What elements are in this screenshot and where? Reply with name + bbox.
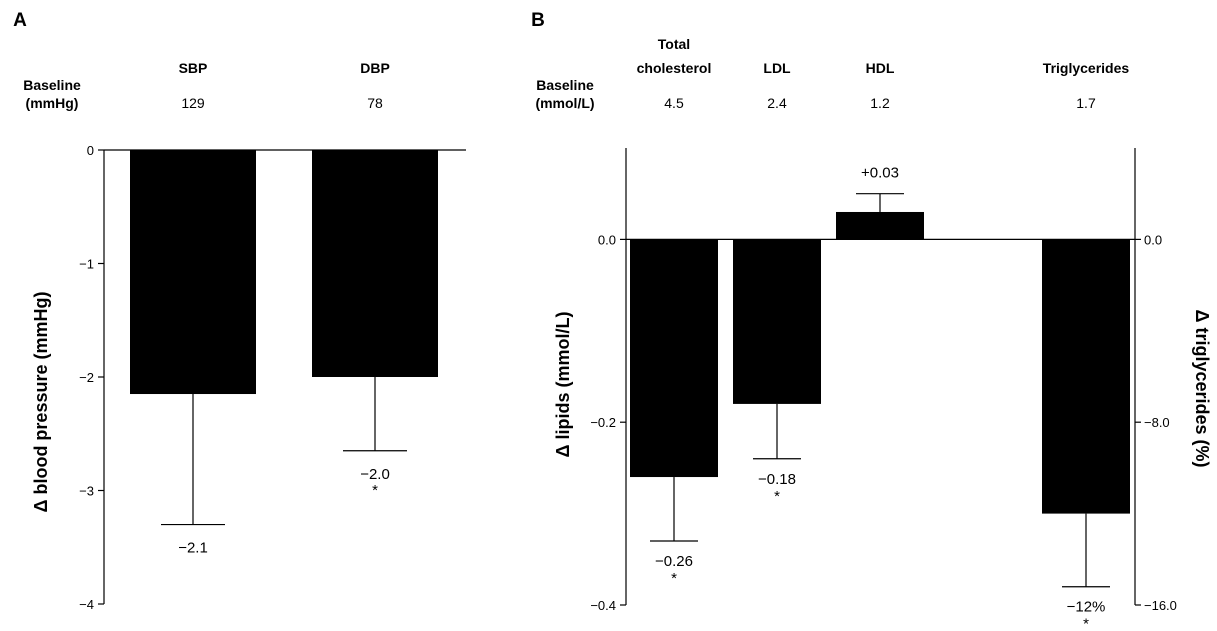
panel-a-significance-marker: *: [372, 482, 378, 499]
panel-b-bar: [836, 211, 924, 240]
panel-a-y-tick-label: −3: [79, 484, 94, 499]
panel-b-data-label: −12%: [1067, 599, 1106, 616]
panel-b-baseline-value: 1.2: [870, 95, 890, 111]
panel-a-data-label: −2.1: [178, 540, 208, 557]
panel-b-significance-marker: *: [1083, 616, 1089, 631]
panel-a-bar: [130, 150, 256, 395]
panel-b-left-y-tick-label: 0.0: [598, 232, 616, 247]
panel-b-data-label: −0.18: [758, 471, 796, 488]
panel-a-baseline-value: 78: [367, 95, 383, 111]
panel-a-y-axis-title: Δ blood pressure (mmHg): [31, 292, 51, 513]
panel-b-category-label: cholesterol: [637, 60, 712, 76]
panel-a-letter: A: [13, 10, 27, 31]
panel-a-category-label: DBP: [360, 60, 390, 76]
panel-b-significance-marker: *: [774, 488, 780, 505]
panel-b-category-label: LDL: [763, 60, 791, 76]
panel-b-baseline-unit: (mmol/L): [535, 95, 594, 111]
panel-a-y-tick-label: −1: [79, 257, 94, 272]
panel-a-category-label: SBP: [179, 60, 208, 76]
panel-b-data-label: +0.03: [861, 165, 899, 182]
panel-b-right-y-tick-label: −16.0: [1144, 598, 1177, 613]
panel-b-baseline-value: 1.7: [1076, 95, 1096, 111]
panel-a-baseline-label: Baseline: [23, 77, 81, 93]
panel-a-bar: [312, 150, 438, 377]
panel-b-letter: B: [531, 10, 545, 31]
panel-b-baseline-label: Baseline: [536, 77, 594, 93]
panel-b-bar: [1042, 239, 1130, 514]
panel-b-baseline-value: 2.4: [767, 95, 787, 111]
panel-b-left-y-axis-title: Δ lipids (mmol/L): [553, 312, 573, 458]
panel-b-right-y-axis-title: Δ triglycerides (%): [1192, 310, 1212, 468]
panel-b-right-y-tick-label: −8.0: [1144, 415, 1170, 430]
panel-b-category-label: Total: [658, 36, 690, 52]
panel-b-baseline-value: 4.5: [664, 95, 684, 111]
panel-b-data-label: −0.26: [655, 553, 693, 570]
panel-b-left-y-tick-label: −0.4: [590, 598, 616, 613]
panel-b-significance-marker: *: [671, 570, 677, 587]
panel-a-y-tick-label: −2: [79, 370, 94, 385]
panel-a-y-tick-label: 0: [87, 143, 94, 158]
panel-b-bar: [733, 239, 821, 404]
panel-a-baseline-unit: (mmHg): [26, 95, 79, 111]
panel-b-category-label: HDL: [866, 60, 895, 76]
panel-a-baseline-value: 129: [181, 95, 205, 111]
panel-a-data-label: −2.0: [360, 466, 390, 483]
panel-b-right-y-tick-label: 0.0: [1144, 232, 1162, 247]
panel-b-bar: [630, 239, 718, 478]
panel-b-category-label: Triglycerides: [1043, 60, 1130, 76]
panel-b-left-y-tick-label: −0.2: [590, 415, 616, 430]
panel-a-y-tick-label: −4: [79, 597, 94, 612]
